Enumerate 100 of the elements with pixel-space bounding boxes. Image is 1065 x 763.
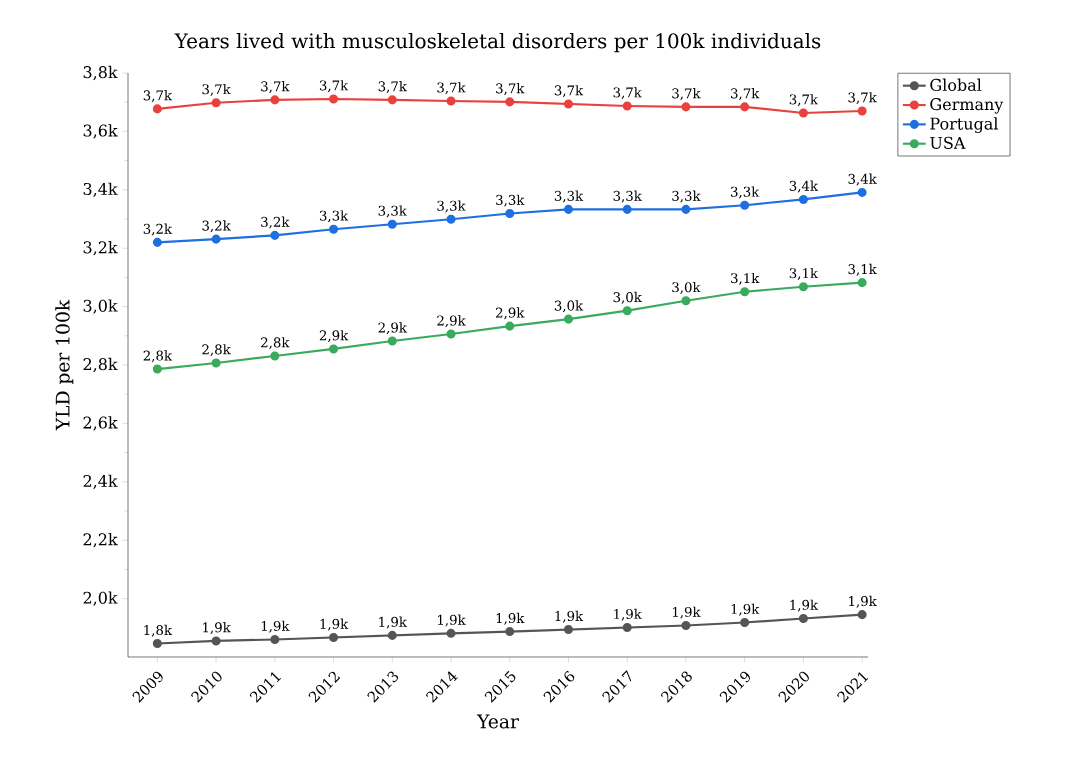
data-label: 3,0k [554,300,584,313]
data-label: 1,9k [849,595,877,608]
y-tick-label: 2,8k [83,357,118,373]
point [622,204,632,214]
point [622,622,632,633]
data-label: 3,3k [613,190,642,203]
y-tick-label: 3,8k [83,65,118,81]
chart-title: Years lived with musculoskeletal disorders per 100k individuals [174,32,821,53]
point [387,219,397,229]
point [446,214,456,224]
data-label: 3,3k [437,200,466,213]
y-tick-label: 2,6k [83,416,118,431]
point [446,628,456,638]
data-label: 3,2k [202,220,231,233]
point [329,224,339,234]
data-label: 3,1k [731,272,760,285]
point [505,627,515,637]
point [798,613,808,623]
data-label: 1,9k [496,612,525,625]
legend-label: Portugal [930,117,998,133]
data-label: 3,2k [261,216,290,229]
data-label: 3,4k [789,180,819,193]
data-label: 2,8k [261,337,290,350]
data-label: 3,7k [319,80,349,93]
data-label: 1,9k [320,618,349,631]
point [270,351,280,361]
data-label: 3,3k [496,194,525,207]
point [211,358,221,368]
point [152,364,162,374]
x-axis-title: Year [476,714,519,729]
point [681,296,691,306]
point [387,95,397,105]
data-label: 3,7k [261,81,290,94]
data-label: 3,7k [848,92,877,105]
point [446,329,456,339]
point [270,634,280,644]
point [563,625,574,635]
legend-label: Global [930,78,982,91]
point [270,95,280,105]
data-label: 3,7k [378,81,408,94]
data-label: 1,9k [614,608,642,621]
point [505,97,515,107]
data-label: 3,0k [613,291,642,304]
point [798,108,808,118]
point [740,287,750,297]
point [329,94,339,104]
point [211,98,221,108]
data-label: 3,7k [437,82,466,95]
data-label: 3,0k [672,281,701,294]
point [740,200,750,210]
point [563,314,574,324]
point [857,187,867,197]
data-label: 1,9k [379,616,408,629]
point [211,636,221,646]
point [622,101,632,111]
point [446,96,456,106]
data-label: 3,4k [848,173,877,186]
data-label: 3,3k [378,205,408,218]
data-label: 2,8k [202,344,231,357]
data-label: 3,1k [789,267,819,280]
point [857,610,867,620]
point [563,99,574,109]
data-label: 1,9k [790,599,819,612]
data-label: 3,7k [613,87,642,100]
point [152,104,162,114]
point [563,204,574,214]
data-label: 3,7k [496,83,525,96]
point [329,344,339,354]
data-label: 3,3k [554,190,584,203]
point [798,282,808,292]
data-label: 1,9k [731,603,760,616]
y-tick-label: 3,2k [83,241,118,256]
data-label: 3,3k [319,210,349,223]
point [505,208,515,218]
point [270,230,280,240]
point [387,630,397,640]
point [681,204,691,214]
legend-label: Germany [930,98,1004,114]
data-label: 3,3k [672,190,701,203]
data-label: 3,1k [848,263,877,276]
y-tick-label: 3,6k [83,124,118,139]
point [740,617,750,628]
point [387,336,397,346]
y-tick-label: 2,2k [83,533,118,548]
data-label: 1,9k [672,606,701,619]
data-label: 3,3k [731,186,760,199]
point [681,102,691,112]
point [505,321,515,331]
data-label: 1,9k [555,610,584,623]
data-label: 1,9k [438,614,466,627]
y-tick-label: 3,4k [83,182,118,197]
data-label: 3,7k [143,90,173,103]
legend-label: USA [930,136,966,149]
point [152,237,162,247]
point [857,106,867,116]
data-label: 1,9k [261,620,290,633]
data-label: 2,8k [143,350,173,363]
data-label: 3,7k [789,94,819,107]
data-label: 3,7k [672,88,701,101]
point [857,278,867,288]
